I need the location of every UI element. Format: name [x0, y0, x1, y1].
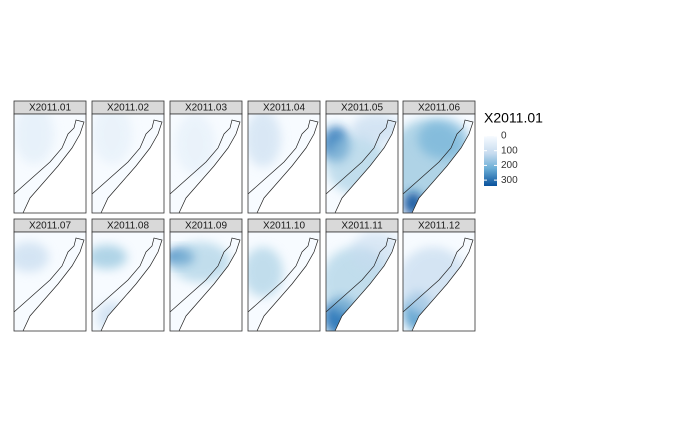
- panel: X2011.10: [247, 218, 321, 332]
- strip-label: X2011.06: [418, 103, 461, 114]
- sea: [335, 122, 398, 213]
- sea: [257, 240, 320, 331]
- boundary: [91, 237, 163, 332]
- rainfall-raster: [14, 114, 86, 213]
- colorbar: [484, 136, 497, 186]
- panel: X2011.09: [169, 218, 243, 332]
- legend-title: X2011.01: [484, 110, 543, 126]
- legend-tick-label: 200: [501, 160, 518, 171]
- boundary: [402, 237, 474, 332]
- panel-border: [325, 231, 399, 332]
- sea: [23, 240, 86, 331]
- rainfall-area: [418, 119, 468, 159]
- panel-border: [402, 113, 476, 214]
- panel: X2011.11: [325, 218, 399, 332]
- rainfall-raster: [175, 114, 242, 213]
- rainfall-area: [351, 114, 398, 144]
- rainfall-raster: [403, 119, 475, 213]
- strip-label: X2011.05: [341, 103, 384, 114]
- rainfall-raster: [170, 240, 242, 331]
- panel-border: [169, 231, 243, 332]
- strip-label: X2011.01: [29, 103, 72, 114]
- panel: X2011.08: [91, 218, 165, 332]
- boundary: [325, 237, 397, 332]
- rainfall-area: [248, 247, 283, 297]
- rainfall-area: [175, 114, 215, 174]
- boundary: [13, 119, 85, 214]
- boundary: [13, 237, 85, 332]
- boundary: [169, 119, 241, 214]
- rainfall-area: [92, 245, 127, 269]
- panel-border: [325, 113, 399, 214]
- legend-tick-label: 300: [501, 175, 518, 186]
- strip-label: X2011.12: [418, 221, 461, 232]
- strip-label: X2011.04: [263, 103, 306, 114]
- panel-border: [402, 231, 476, 332]
- panel: X2011.12: [402, 218, 476, 332]
- panel-border: [169, 113, 243, 214]
- boundary: [247, 119, 319, 214]
- rainfall-raster: [14, 240, 86, 331]
- sea: [257, 122, 320, 213]
- panel: X2011.03: [169, 100, 243, 214]
- legend-tick-label: 100: [501, 145, 518, 156]
- rainfall-raster: [92, 114, 164, 213]
- panel: X2011.01: [13, 100, 87, 214]
- rainfall-area: [92, 114, 132, 164]
- sea: [412, 240, 475, 331]
- rainfall-area: [170, 242, 230, 282]
- panel-border: [247, 113, 321, 214]
- sea: [335, 240, 398, 331]
- strip-label: X2011.02: [107, 103, 150, 114]
- strip-label: X2011.07: [29, 221, 72, 232]
- sea: [179, 240, 242, 331]
- rainfall-area: [248, 114, 281, 167]
- rainfall-raster: [326, 114, 398, 213]
- rainfall-raster: [248, 240, 320, 331]
- sea: [101, 122, 164, 213]
- sea: [412, 122, 475, 213]
- rainfall-raster: [248, 114, 320, 213]
- rainfall-area: [14, 242, 49, 272]
- panel-border: [13, 231, 87, 332]
- strip-label: X2011.10: [263, 221, 306, 232]
- sea: [101, 240, 164, 331]
- boundary: [91, 119, 163, 214]
- strip-label: X2011.09: [185, 221, 228, 232]
- sea: [179, 122, 242, 213]
- legend-tick-label: 0: [501, 131, 507, 142]
- sea: [23, 122, 86, 213]
- panel: X2011.02: [91, 100, 165, 214]
- panel-border: [91, 113, 165, 214]
- strip-label: X2011.03: [185, 103, 228, 114]
- boundary: [169, 237, 241, 332]
- strip-label: X2011.08: [107, 221, 150, 232]
- panel-border: [247, 231, 321, 332]
- boundary: [247, 237, 319, 332]
- panel: X2011.06: [402, 100, 476, 214]
- panel-border: [91, 231, 165, 332]
- rainfall-area: [14, 114, 54, 164]
- panel: X2011.07: [13, 218, 87, 332]
- boundary: [325, 119, 397, 214]
- strip-label: X2011.11: [341, 221, 383, 232]
- panel-border: [13, 113, 87, 214]
- panel: X2011.04: [247, 100, 321, 214]
- panel: X2011.05: [325, 100, 399, 214]
- boundary: [402, 119, 474, 214]
